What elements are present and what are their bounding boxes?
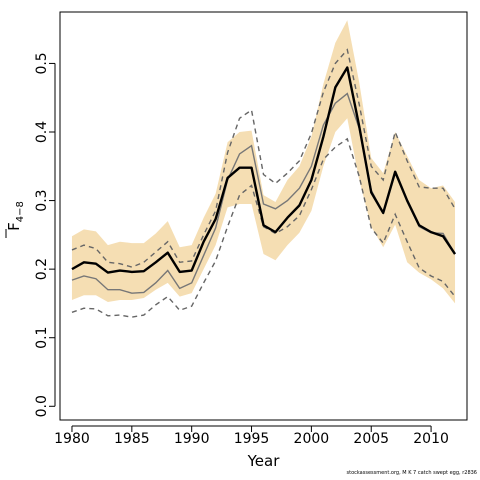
y-axis-label: F4−8 [5, 201, 26, 238]
estimate-line-layer [71, 66, 457, 274]
estimate-line [71, 66, 457, 274]
ci-line-upper [71, 48, 456, 268]
y-axis-label-text: F4−8 [5, 201, 26, 231]
y-tick-label-1: 0.1 [34, 327, 50, 349]
x-axis: 1980 1985 1990 1995 2000 2005 2010 [54, 425, 449, 447]
x-tick-label-1990: 1990 [174, 431, 210, 447]
footer-credit: stockassessment.org, M K 7 catch swept e… [346, 470, 478, 476]
y-tick-label-3: 0.3 [34, 189, 50, 211]
x-axis-label: Year [247, 452, 281, 470]
y-axis-label-main: F [5, 222, 23, 231]
y-tick-label-4: 0.4 [34, 121, 50, 143]
y-axis: 0.0 0.1 0.2 0.3 0.4 0.5 [34, 52, 56, 417]
x-tick-label-2005: 2005 [353, 431, 389, 447]
y-axis-label-group: F4−8 [5, 201, 26, 238]
confidence-band-layer [71, 20, 456, 304]
x-tick-label-1980: 1980 [54, 431, 90, 447]
confidence-band [71, 20, 456, 304]
x-tick-label-2000: 2000 [294, 431, 330, 447]
y-tick-label-0: 0.0 [34, 395, 50, 417]
x-tick-label-2010: 2010 [413, 431, 449, 447]
y-tick-label-2: 0.2 [34, 258, 50, 280]
y-axis-label-subscript: 4−8 [15, 201, 26, 222]
x-tick-label-1995: 1995 [234, 431, 270, 447]
x-tick-label-1985: 1985 [114, 431, 150, 447]
plot-frame [59, 11, 468, 421]
y-tick-label-5: 0.5 [34, 52, 50, 74]
